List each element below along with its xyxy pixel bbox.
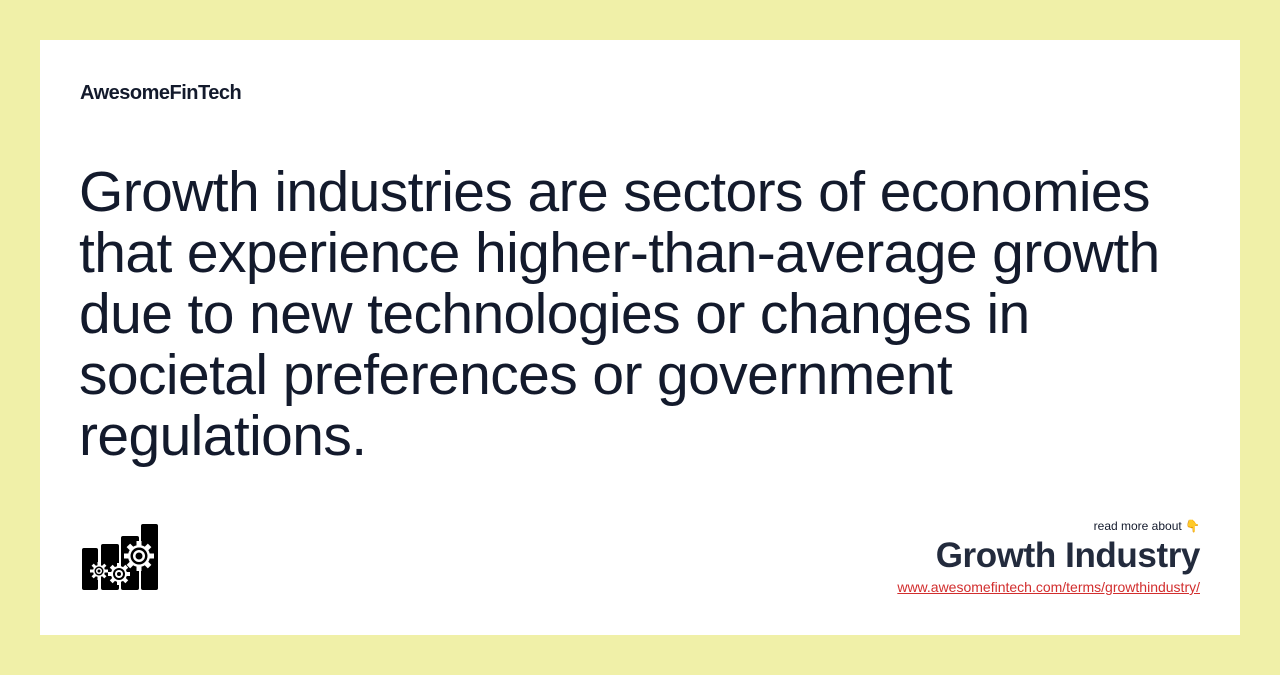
term-title: Growth Industry <box>935 536 1201 575</box>
brand-name: AwesomeFinTech <box>80 82 242 104</box>
definition-text: Growth industries are sectors of economi… <box>79 160 1160 468</box>
card: AwesomeFinTech Growth industries are sec… <box>40 40 1240 635</box>
read-more-label: read more about 👇 <box>1093 519 1200 533</box>
term-link[interactable]: www.awesomefintech.com/terms/growthindus… <box>897 579 1200 595</box>
read-more-block: read more about 👇 Growth Industry www.aw… <box>897 518 1200 597</box>
bar-chart-gears-icon <box>81 522 161 592</box>
